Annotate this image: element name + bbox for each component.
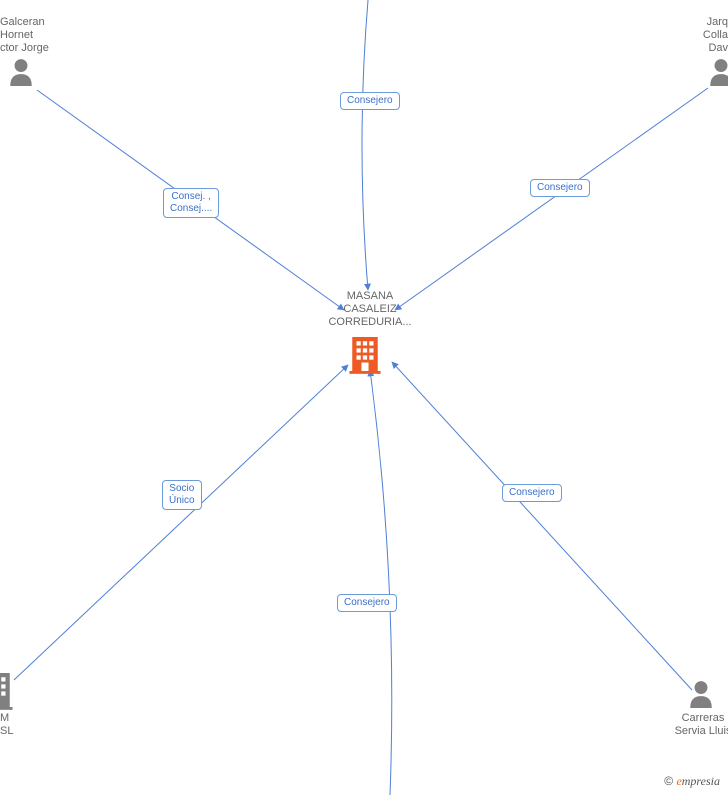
person-icon [708, 58, 728, 86]
edge-line [395, 88, 708, 310]
edge-line [370, 370, 392, 795]
person-icon [8, 58, 34, 86]
edge-label: Socio Único [162, 480, 202, 510]
edge-line [14, 365, 348, 680]
edge-label: Consej. , Consej.... [163, 188, 219, 218]
edge-line [392, 362, 692, 690]
copyright-symbol: © [664, 774, 673, 788]
center-company-label: MASANA CASALEIZ CORREDURIA... [320, 290, 420, 329]
node-label-galceran: Galceran Hornet ctor Jorge [0, 16, 49, 55]
watermark: © empresia [664, 774, 720, 789]
node-label-carreras: Carreras Servia Lluis [668, 712, 728, 738]
edge-label: Consejero [337, 594, 397, 612]
watermark-brand-rest: mpresia [682, 774, 720, 788]
node-label-jarque: Jarq Colla Dav [703, 16, 728, 55]
building-partial-icon [0, 670, 14, 710]
person-icon [688, 680, 714, 708]
edges-layer [0, 0, 728, 795]
building-icon [348, 334, 382, 374]
edge-label: Consejero [340, 92, 400, 110]
edge-label: Consejero [530, 179, 590, 197]
edge-line [362, 0, 368, 290]
node-label-sl: M SL [0, 712, 13, 738]
edge-label: Consejero [502, 484, 562, 502]
